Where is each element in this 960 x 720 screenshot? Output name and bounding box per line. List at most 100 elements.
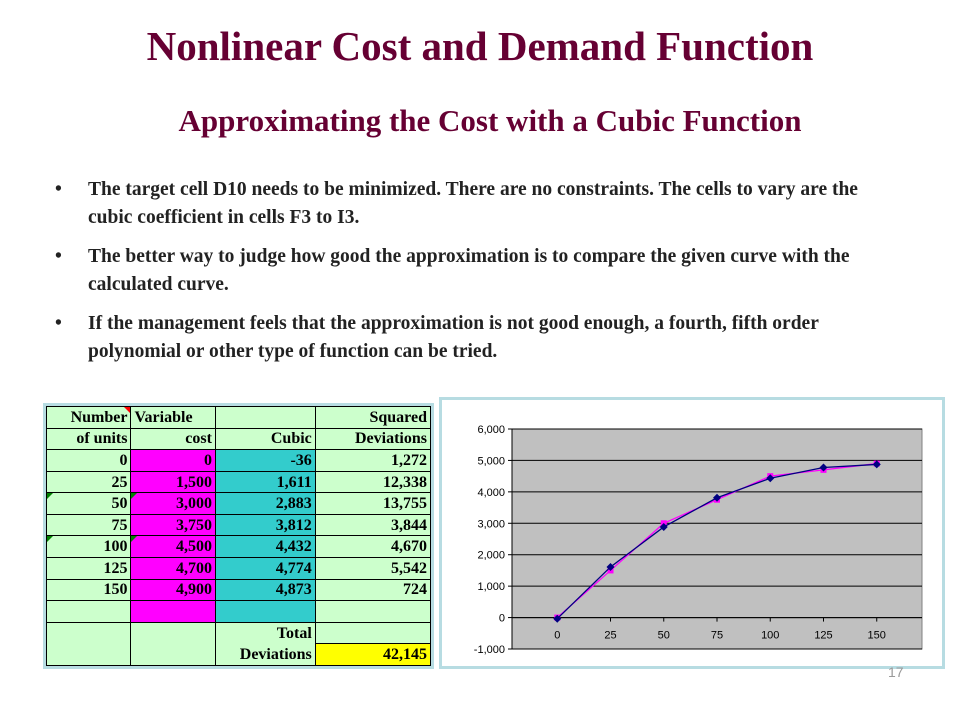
squared-deviation-cell[interactable]: 13,755 <box>314 492 432 515</box>
cubic-cell[interactable]: 4,774 <box>214 557 316 580</box>
empty-cell[interactable] <box>214 600 316 623</box>
cubic-cell[interactable]: -36 <box>214 449 316 472</box>
slide-title: Nonlinear Cost and Demand Function <box>146 23 814 69</box>
bullet-dot: • <box>55 313 62 334</box>
bullet-dot: • <box>55 246 62 267</box>
bullet-text: If the management feels that the approxi… <box>88 313 819 362</box>
units-cell[interactable]: 0 <box>45 449 132 472</box>
page-number: 17 <box>888 664 904 680</box>
y-tick-label: 1,000 <box>477 581 505 593</box>
units-cell[interactable]: 125 <box>45 557 132 580</box>
series-group <box>553 460 881 623</box>
empty-row <box>45 600 432 623</box>
empty-cell[interactable] <box>45 621 132 667</box>
empty-cell[interactable] <box>130 621 216 667</box>
y-tick-label: 0 <box>499 613 505 625</box>
cubic-cell[interactable]: 4,873 <box>214 578 316 602</box>
chart-svg: -1,000 0 1,000 2,000 3,000 4,000 5,000 6,000 0 2… <box>474 424 923 656</box>
cubic-cell[interactable]: 1,611 <box>214 470 316 494</box>
total-label-cell[interactable]: Total <box>214 621 316 644</box>
data-point-diamond <box>819 463 828 472</box>
variable-cost-cell[interactable]: 4,900 <box>130 578 216 602</box>
total-row-1: Total <box>45 621 432 667</box>
spreadsheet-table: Number Variable Squared of units cost Cu… <box>45 406 432 667</box>
header-cell[interactable]: Squared <box>314 406 432 429</box>
data-point-diamond <box>872 460 881 469</box>
cubic-cell[interactable]: 2,883 <box>214 492 316 515</box>
squared-deviation-cell[interactable]: 724 <box>314 578 432 602</box>
y-tick-label: 4,000 <box>477 487 505 499</box>
header-cell[interactable]: Cubic <box>214 427 316 451</box>
table-row: 50 3,000 2,883 13,755 <box>45 492 432 515</box>
cubic-cell[interactable]: 3,812 <box>214 513 316 537</box>
units-cell[interactable]: 100 <box>45 535 132 559</box>
slide-subtitle: Approximating the Cost with a Cubic Func… <box>178 103 802 138</box>
bullet-text: The target cell D10 needs to be minimize… <box>88 179 858 228</box>
gridlines <box>508 428 922 650</box>
units-cell[interactable]: 75 <box>45 513 132 537</box>
x-tick-label: 150 <box>868 630 886 642</box>
empty-cell[interactable] <box>314 621 432 644</box>
error-marker <box>47 493 53 500</box>
table-row: 100 4,500 4,432 4,670 <box>45 535 432 559</box>
header-cell[interactable]: Number <box>45 406 132 429</box>
header-row-1: Number Variable Squared <box>45 406 432 429</box>
cubic-cell[interactable]: 4,432 <box>214 535 316 559</box>
squared-deviation-cell[interactable]: 12,338 <box>314 470 432 494</box>
line-chart: -1,000 0 1,000 2,000 3,000 4,000 5,000 6,000 0 2… <box>439 397 945 669</box>
table-row: 125 4,700 4,774 5,542 <box>45 557 432 580</box>
variable-cost-cell[interactable]: 0 <box>130 449 216 472</box>
squared-deviation-cell[interactable]: 1,272 <box>314 449 432 472</box>
y-tick-label: 6,000 <box>477 424 505 436</box>
data-point-diamond <box>606 562 615 571</box>
empty-cell[interactable] <box>45 600 132 623</box>
header-row-2: of units cost Cubic Deviations <box>45 427 432 451</box>
empty-cell[interactable] <box>130 600 216 623</box>
y-tick-label: -1,000 <box>474 644 505 656</box>
comment-marker <box>124 407 131 413</box>
total-value-cell[interactable]: 42,145 <box>314 643 432 666</box>
variable-cost-cell[interactable]: 1,500 <box>130 470 216 494</box>
table-row: 75 3,750 3,812 3,844 <box>45 513 432 537</box>
x-tick-label: 75 <box>711 630 723 642</box>
empty-cell[interactable] <box>314 600 432 623</box>
spreadsheet: Number Variable Squared of units cost Cu… <box>43 403 434 669</box>
error-marker <box>131 493 138 500</box>
bullet-text: The better way to judge how good the app… <box>88 246 850 295</box>
bullet-item: • If the management feels that the approx… <box>55 310 890 366</box>
data-point-diamond <box>659 522 668 531</box>
units-cell[interactable]: 150 <box>45 578 132 602</box>
total-row-2: Deviations 42,145 <box>47 643 432 666</box>
variable-cost-cell[interactable]: 3,750 <box>130 513 216 537</box>
header-cell[interactable] <box>214 406 316 429</box>
squared-deviation-cell[interactable]: 5,542 <box>314 557 432 580</box>
table-row: 25 1,500 1,611 12,338 <box>45 470 432 494</box>
data-point-diamond <box>713 493 721 502</box>
bullet-list: • The target cell D10 needs to be minimiz… <box>55 176 890 377</box>
x-tick-label: 0 <box>554 630 560 642</box>
variable-cost-cell[interactable]: 4,700 <box>130 557 216 580</box>
total-label-cell[interactable]: Deviations <box>214 643 316 666</box>
header-cell[interactable]: Deviations <box>314 427 432 451</box>
error-marker <box>131 536 138 543</box>
variable-cost-cell[interactable]: 3,000 <box>130 492 216 515</box>
units-cell[interactable]: 25 <box>45 470 132 494</box>
header-cell[interactable]: cost <box>130 427 216 451</box>
x-tick-label: 25 <box>604 630 616 642</box>
y-tick-labels: -1,000 0 1,000 2,000 3,000 4,000 5,000 6,000 <box>474 424 505 656</box>
x-tick-label: 50 <box>658 630 670 642</box>
squared-deviation-cell[interactable]: 4,670 <box>314 535 432 559</box>
y-tick-label: 5,000 <box>477 455 505 467</box>
error-marker <box>47 536 53 543</box>
data-point-diamond <box>553 614 562 623</box>
header-cell[interactable]: Variable <box>130 406 216 429</box>
x-tick-label: 125 <box>814 630 832 642</box>
table-row: 150 4,900 4,873 724 <box>45 578 432 602</box>
bullet-dot: • <box>55 179 62 200</box>
variable-cost-cell[interactable]: 4,500 <box>130 535 216 559</box>
header-cell[interactable]: of units <box>45 427 132 451</box>
squared-deviation-cell[interactable]: 3,844 <box>314 513 432 537</box>
units-cell[interactable]: 50 <box>45 492 132 515</box>
bullet-item: • The target cell D10 needs to be minimiz… <box>55 176 890 232</box>
bullet-item: • The better way to judge how good the ap… <box>55 243 890 299</box>
